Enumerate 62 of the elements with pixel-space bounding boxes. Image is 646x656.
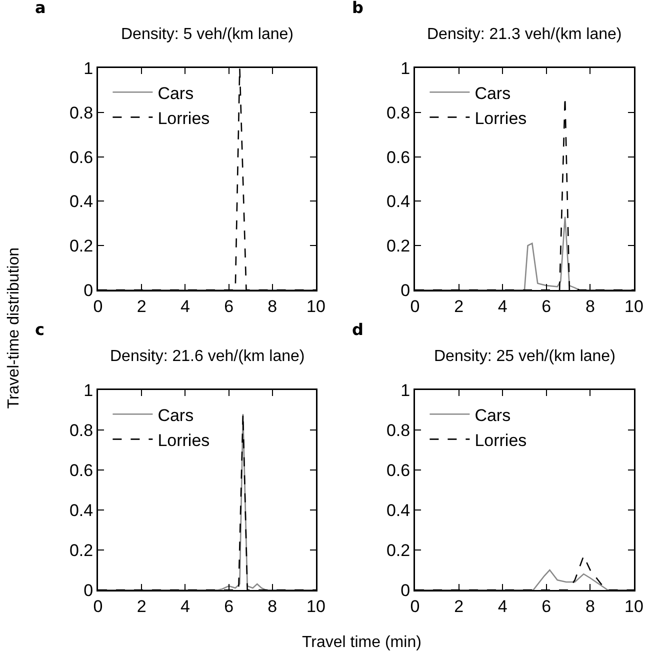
chart-title: Density: 21.3 veh/(km lane): [427, 26, 622, 43]
x-tick-label: 2: [454, 596, 464, 616]
y-tick-label: 1: [84, 380, 94, 400]
x-tick-label: 10: [306, 296, 326, 316]
legend-label: Cars: [474, 84, 511, 103]
y-tick-label: 0.4: [69, 500, 94, 520]
y-tick-label: 0: [84, 580, 94, 600]
legend-label: Cars: [474, 406, 511, 425]
x-tick-label: 6: [542, 596, 552, 616]
x-tick-label: 4: [180, 296, 190, 316]
text: c: [35, 320, 44, 339]
legend-label: Cars: [158, 84, 194, 103]
x-tick-label: 2: [454, 296, 464, 316]
x-tick-label: 8: [585, 296, 595, 316]
chart-title: Density: 5 veh/(km lane): [121, 26, 294, 43]
x-tick-label: 8: [268, 296, 278, 316]
y-tick-label: 0.8: [386, 420, 410, 440]
legend-label: Lorries: [474, 430, 527, 450]
x-tick-label: 8: [268, 596, 278, 616]
x-tick-label: 2: [136, 596, 146, 616]
x-tick-label: 6: [224, 596, 234, 616]
y-tick-label: 0.8: [69, 103, 94, 122]
y-tick-label: 0.2: [386, 236, 410, 256]
x-tick-label: 8: [585, 596, 595, 616]
x-tick-label: 10: [624, 596, 644, 616]
y-tick-label: 0.6: [386, 460, 410, 480]
y-tick-label: 1: [84, 58, 94, 78]
y-tick-label: 0.8: [386, 103, 410, 122]
y-tick-label: 1: [400, 380, 410, 400]
y-tick-label: 0.4: [386, 500, 410, 520]
y-tick-label: 0.2: [386, 540, 410, 560]
y-tick-label: 0.4: [69, 192, 94, 212]
legend-label: Lorries: [158, 430, 210, 450]
text: a: [35, 0, 46, 17]
x-tick-label: 6: [224, 296, 234, 316]
y-tick-label: 0.8: [69, 420, 94, 440]
x-tick-label: 2: [136, 296, 146, 316]
y-tick-label: 0.6: [386, 148, 410, 167]
y-tick-label: 0: [400, 280, 410, 300]
x-tick-label: 4: [498, 596, 508, 616]
legend-label: Lorries: [158, 108, 210, 128]
y-tick-label: 0.2: [69, 236, 94, 256]
legend-label: Cars: [158, 406, 194, 425]
y-tick-label: 0.4: [386, 192, 410, 212]
x-tick-label: 10: [306, 596, 326, 616]
y-tick-label: 0: [400, 580, 410, 600]
chart-title: Density: 25 veh/(km lane): [434, 348, 616, 365]
legend-label: Lorries: [474, 108, 527, 128]
y-axis-title: Travel-time distribution: [6, 247, 23, 409]
x-tick-label: 6: [542, 296, 552, 316]
y-tick-label: 0.2: [69, 540, 94, 560]
x-tick-label: 4: [498, 296, 508, 316]
text: b: [352, 0, 364, 17]
y-tick-label: 1: [400, 58, 410, 78]
y-tick-label: 0.6: [69, 460, 94, 480]
x-axis-title: Travel time (min): [302, 634, 422, 651]
text: d: [352, 320, 364, 339]
y-tick-label: 0.6: [69, 148, 94, 167]
chart-title: Density: 21.6 veh/(km lane): [110, 348, 305, 365]
x-tick-label: 4: [180, 596, 190, 616]
y-tick-label: 0: [84, 280, 94, 300]
x-tick-label: 10: [624, 296, 644, 316]
